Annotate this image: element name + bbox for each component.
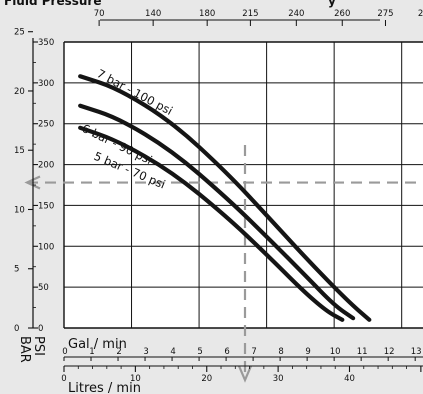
gal-tick-label: 4 — [170, 347, 175, 357]
psi-tick-label: 300 — [38, 79, 54, 89]
psi-tick-label: 350 — [38, 38, 54, 48]
bar-tick-label: 15 — [14, 146, 25, 156]
litres-tick-label: 10 — [130, 374, 141, 384]
gal-tick-label: 11 — [357, 347, 368, 357]
gal-tick-label: 0 — [62, 347, 67, 357]
psi-tick-label: 0 — [38, 324, 43, 334]
reference-arrow-down — [237, 365, 253, 383]
litres-tick-label: 20 — [201, 374, 212, 384]
series-line-3 — [78, 125, 345, 322]
header-title: Fluid Pressure — [4, 0, 101, 8]
litres-tick-label: 0 — [61, 374, 66, 384]
gal-tick-label: 5 — [197, 347, 202, 357]
reference-arrow-left — [24, 175, 41, 190]
bar-axis-title: BAR — [17, 336, 32, 363]
top-tick-label: 70 — [94, 9, 105, 19]
gal-tick-label: 10 — [330, 347, 341, 357]
gal-tick-label: 3 — [143, 347, 148, 357]
top-tick-label: 215 — [242, 9, 258, 19]
gal-tick-label: 13 — [411, 347, 422, 357]
psi-tick-label: 250 — [38, 120, 54, 130]
bar-tick-label: 20 — [14, 87, 25, 97]
bar-tick-label: 5 — [14, 265, 19, 275]
grid-layer — [63, 41, 423, 329]
top-tick-label: 290 — [418, 9, 423, 19]
psi-tick-label: 100 — [38, 242, 54, 252]
bar-tick-label: 0 — [14, 324, 19, 334]
bar-tick-label: 25 — [14, 28, 25, 38]
x-axis-label-litres: Litres / min — [68, 381, 141, 394]
gal-tick-label: 9 — [305, 347, 310, 357]
gal-tick-label: 6 — [224, 347, 229, 357]
psi-axis-title: PSI — [31, 336, 46, 356]
top-tick-label: 275 — [377, 9, 393, 19]
gal-tick-label: 2 — [116, 347, 121, 357]
reference-lines — [24, 145, 423, 383]
psi-tick-label: 50 — [38, 283, 49, 293]
litres-tick-label: 30 — [273, 374, 284, 384]
gal-tick-label: 8 — [278, 347, 283, 357]
header-fragment-right: y — [328, 0, 336, 8]
top-tick-label: 180 — [199, 9, 215, 19]
gal-tick-label: 1 — [89, 347, 94, 357]
gal-tick-label: 12 — [384, 347, 395, 357]
top-tick-label: 140 — [145, 9, 161, 19]
litres-tick-label: 40 — [344, 374, 355, 384]
gal-tick-label: 7 — [251, 347, 256, 357]
plot-background — [64, 42, 423, 328]
top-tick-label: 240 — [288, 9, 304, 19]
psi-tick-label: 150 — [38, 201, 54, 211]
series-line-1 — [78, 74, 372, 322]
x-axis-label-gal: Gal / min — [68, 337, 127, 352]
label-layer: Fluid Pressure y Gal / min Litres / min — [4, 0, 336, 394]
psi-tick-label: 200 — [38, 161, 54, 171]
bar-tick-label: 10 — [14, 205, 25, 215]
series-line-2 — [78, 103, 356, 321]
top-tick-label: 260 — [334, 9, 350, 19]
